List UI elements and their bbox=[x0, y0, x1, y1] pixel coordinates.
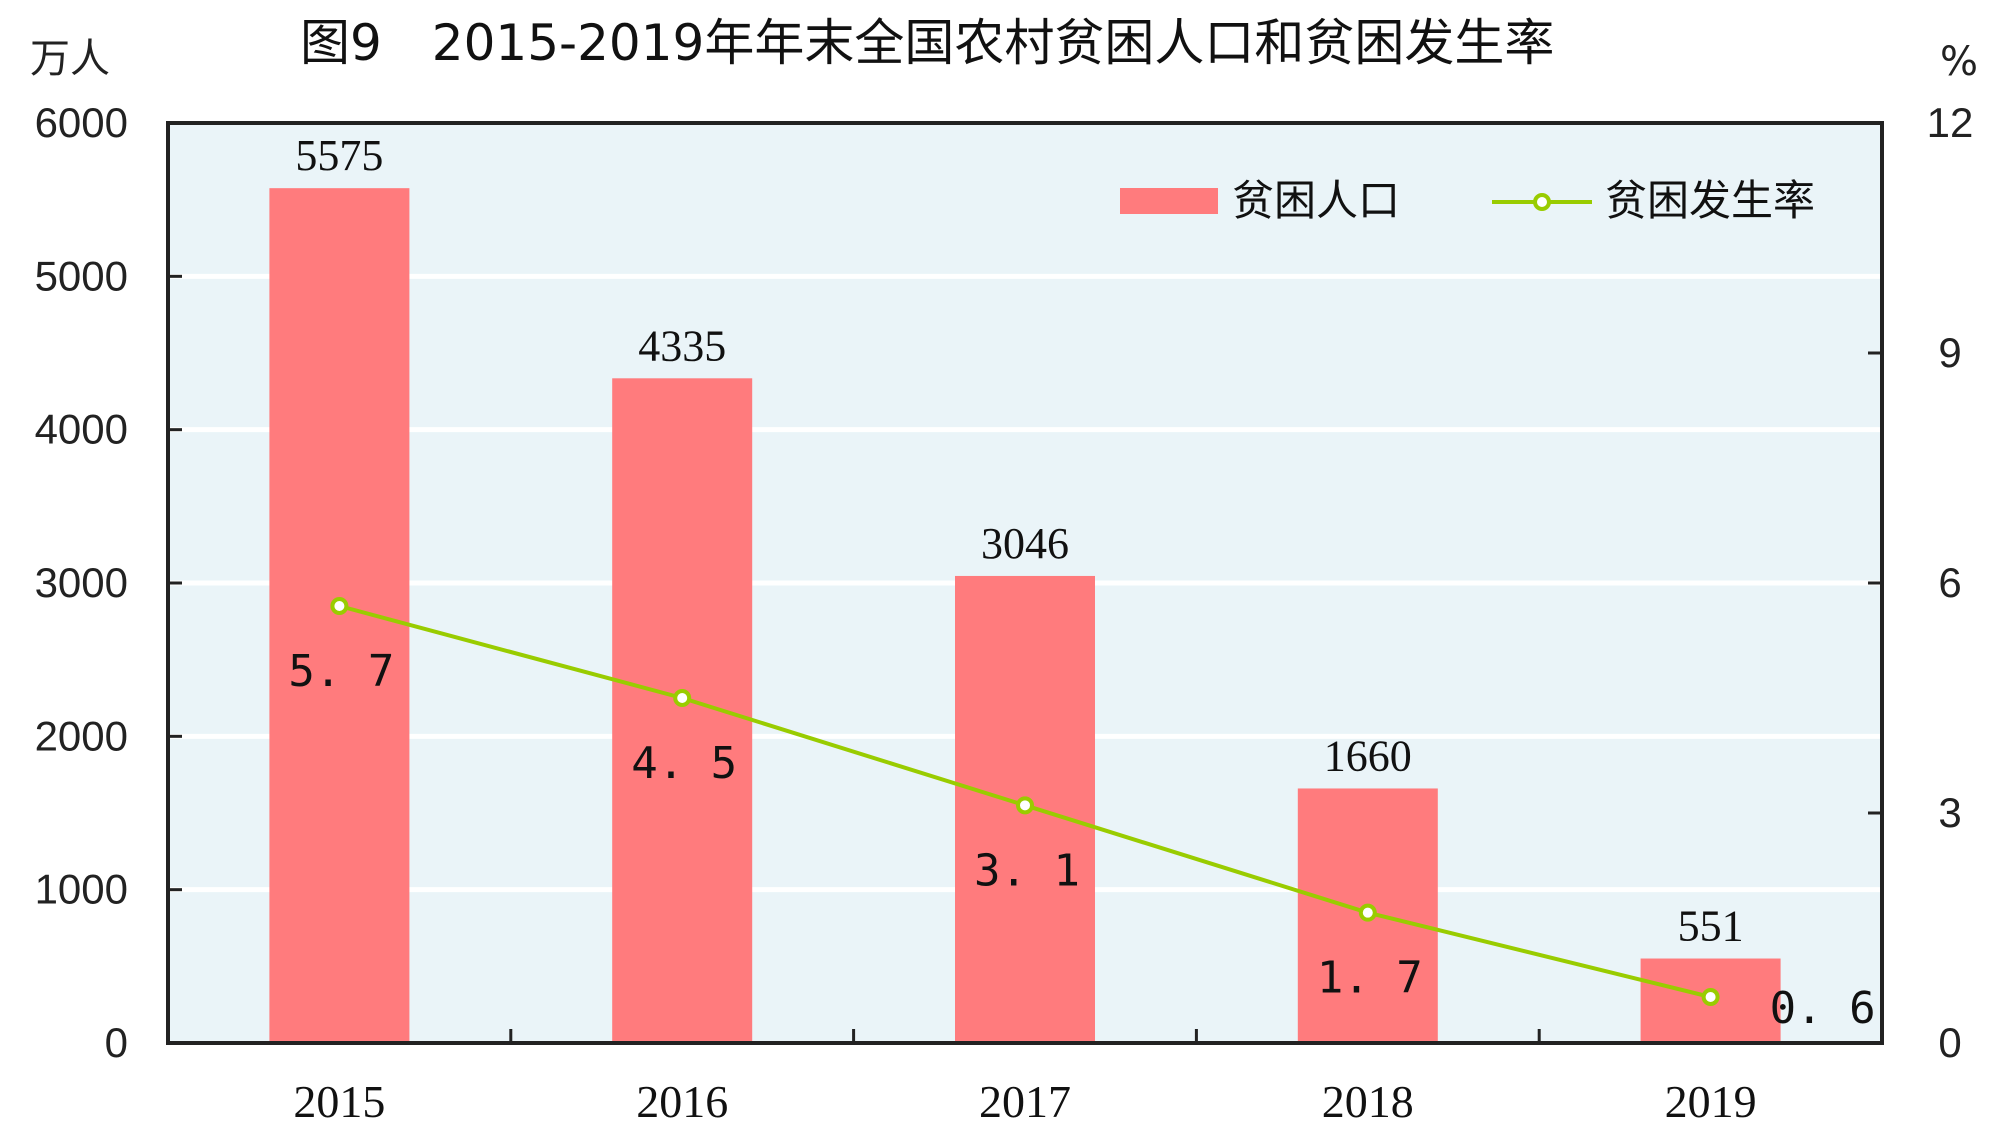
rate-marker-2019 bbox=[1701, 988, 1720, 1006]
legend-bar-swatch-icon bbox=[1120, 188, 1218, 214]
rate-marker-2016 bbox=[673, 689, 692, 707]
rate-marker-2015 bbox=[330, 597, 349, 615]
rate-value-label: 5. 7 bbox=[288, 646, 394, 697]
x-category-label: 2017 bbox=[979, 1076, 1071, 1127]
right-tick-label: 3 bbox=[1938, 789, 1961, 836]
rate-marker-2017 bbox=[1016, 796, 1034, 815]
left-tick-label: 0 bbox=[105, 1019, 128, 1066]
right-axis-unit: % bbox=[1940, 39, 1978, 85]
bar-value-label: 1660 bbox=[1324, 731, 1412, 780]
legend-line-label: 贫困发生率 bbox=[1605, 176, 1815, 225]
legend: 贫困人口 贫困发生率 bbox=[1120, 176, 1815, 225]
bar-2016 bbox=[612, 378, 753, 1043]
bar-value-label: 5575 bbox=[295, 131, 383, 180]
chart-title: 图9 2015-2019年年末全国农村贫困人口和贫困发生率 bbox=[300, 14, 1554, 72]
left-tick-label: 4000 bbox=[35, 406, 128, 453]
x-category-label: 2019 bbox=[1665, 1076, 1757, 1127]
left-axis-unit: 万人 bbox=[30, 36, 110, 82]
bar-value-label: 551 bbox=[1678, 902, 1744, 951]
left-tick-label: 1000 bbox=[35, 866, 128, 913]
left-tick-label: 2000 bbox=[35, 712, 128, 759]
left-tick-label: 3000 bbox=[35, 559, 128, 606]
rate-value-label: 4. 5 bbox=[631, 738, 737, 789]
left-tick-label: 6000 bbox=[35, 99, 128, 146]
left-tick-label: 5000 bbox=[35, 252, 128, 299]
rate-value-label: 0. 6 bbox=[1770, 983, 1876, 1034]
right-tick-label: 12 bbox=[1927, 99, 1974, 146]
legend-line-marker-icon bbox=[1533, 193, 1551, 211]
line-value-labels: 5. 7 4. 5 3. 1 1. 7 0. 6 bbox=[288, 646, 1875, 1034]
rate-value-label: 1. 7 bbox=[1317, 953, 1423, 1004]
x-category-label: 2016 bbox=[636, 1076, 728, 1127]
rate-value-label: 3. 1 bbox=[974, 845, 1080, 896]
line-series bbox=[330, 597, 1720, 1006]
legend-bar-label: 贫困人口 bbox=[1232, 176, 1400, 225]
x-category-label: 2018 bbox=[1322, 1076, 1414, 1127]
right-axis-ticks: 0 3 6 9 12 bbox=[1868, 99, 1973, 1066]
right-tick-label: 6 bbox=[1938, 559, 1961, 606]
bar-2015 bbox=[269, 188, 410, 1043]
bar-value-label: 4335 bbox=[638, 321, 726, 370]
bar-value-labels: 5575 4335 3046 1660 551 bbox=[295, 131, 1743, 950]
bar-value-label: 3046 bbox=[981, 519, 1069, 568]
right-tick-label: 9 bbox=[1938, 329, 1961, 376]
left-axis-ticks: 0 1000 2000 3000 4000 5000 6000 bbox=[35, 99, 182, 1066]
x-axis-ticks: 2015 2016 2017 2018 2019 bbox=[293, 1029, 1757, 1127]
right-tick-label: 0 bbox=[1938, 1019, 1961, 1066]
x-category-label: 2015 bbox=[293, 1076, 385, 1127]
rate-marker-2018 bbox=[1358, 903, 1377, 922]
